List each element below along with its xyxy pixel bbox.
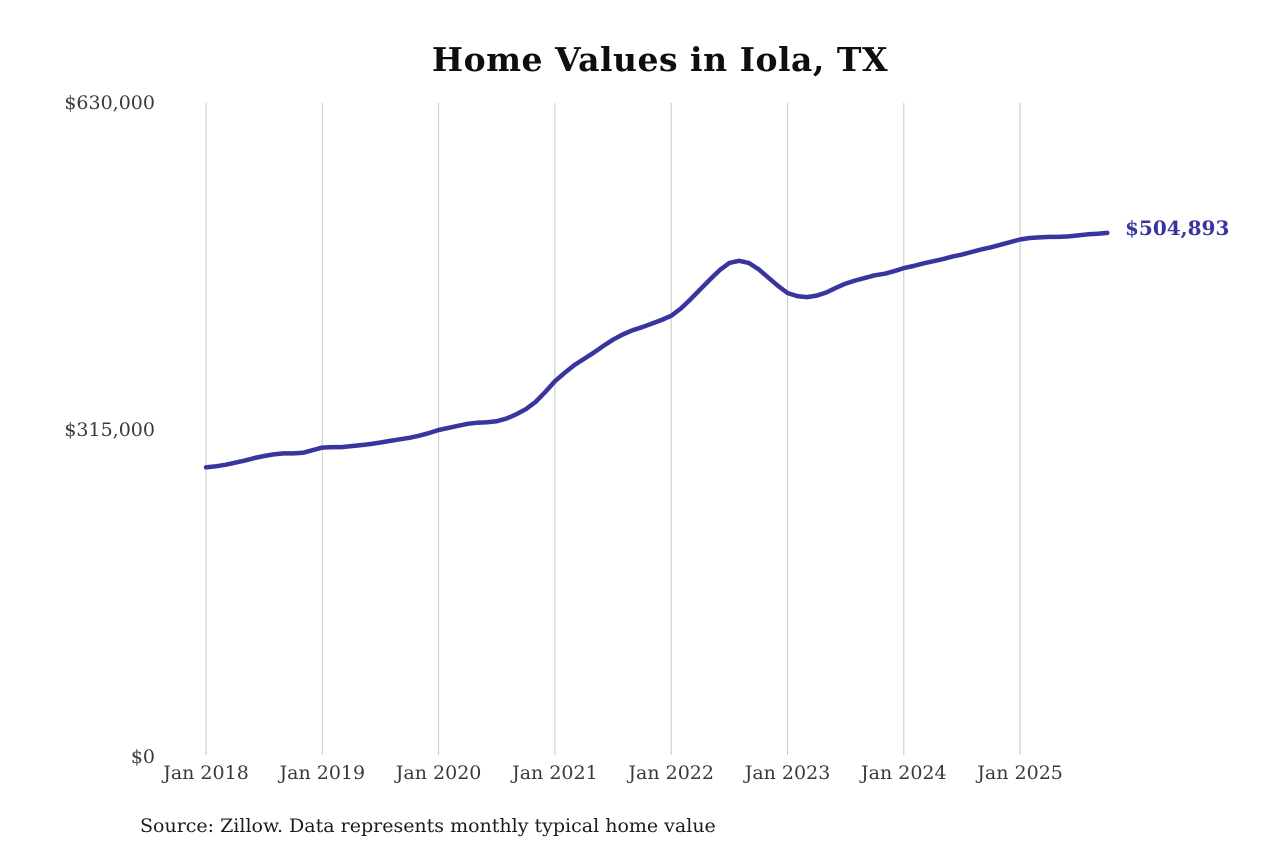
x-axis-label: Jan 2021 bbox=[512, 762, 598, 784]
x-axis-label: Jan 2022 bbox=[628, 762, 714, 784]
y-axis-label: $630,000 bbox=[64, 92, 155, 114]
chart-title: Home Values in Iola, TX bbox=[431, 40, 889, 79]
x-axis-label: Jan 2023 bbox=[744, 762, 831, 784]
x-axis-label: Jan 2018 bbox=[163, 762, 249, 784]
x-axis-label: Jan 2024 bbox=[861, 762, 947, 784]
latest-value-label: $504,893 bbox=[1125, 216, 1230, 240]
y-axis-label: $315,000 bbox=[64, 419, 155, 441]
x-axis-label: Jan 2019 bbox=[279, 762, 366, 784]
y-axis-label: $0 bbox=[130, 746, 155, 768]
x-axis-label: Jan 2025 bbox=[977, 762, 1063, 784]
home-value-line bbox=[203, 230, 1110, 470]
x-axis-label: Jan 2020 bbox=[395, 762, 482, 784]
source-note: Source: Zillow. Data represents monthly … bbox=[140, 815, 716, 837]
